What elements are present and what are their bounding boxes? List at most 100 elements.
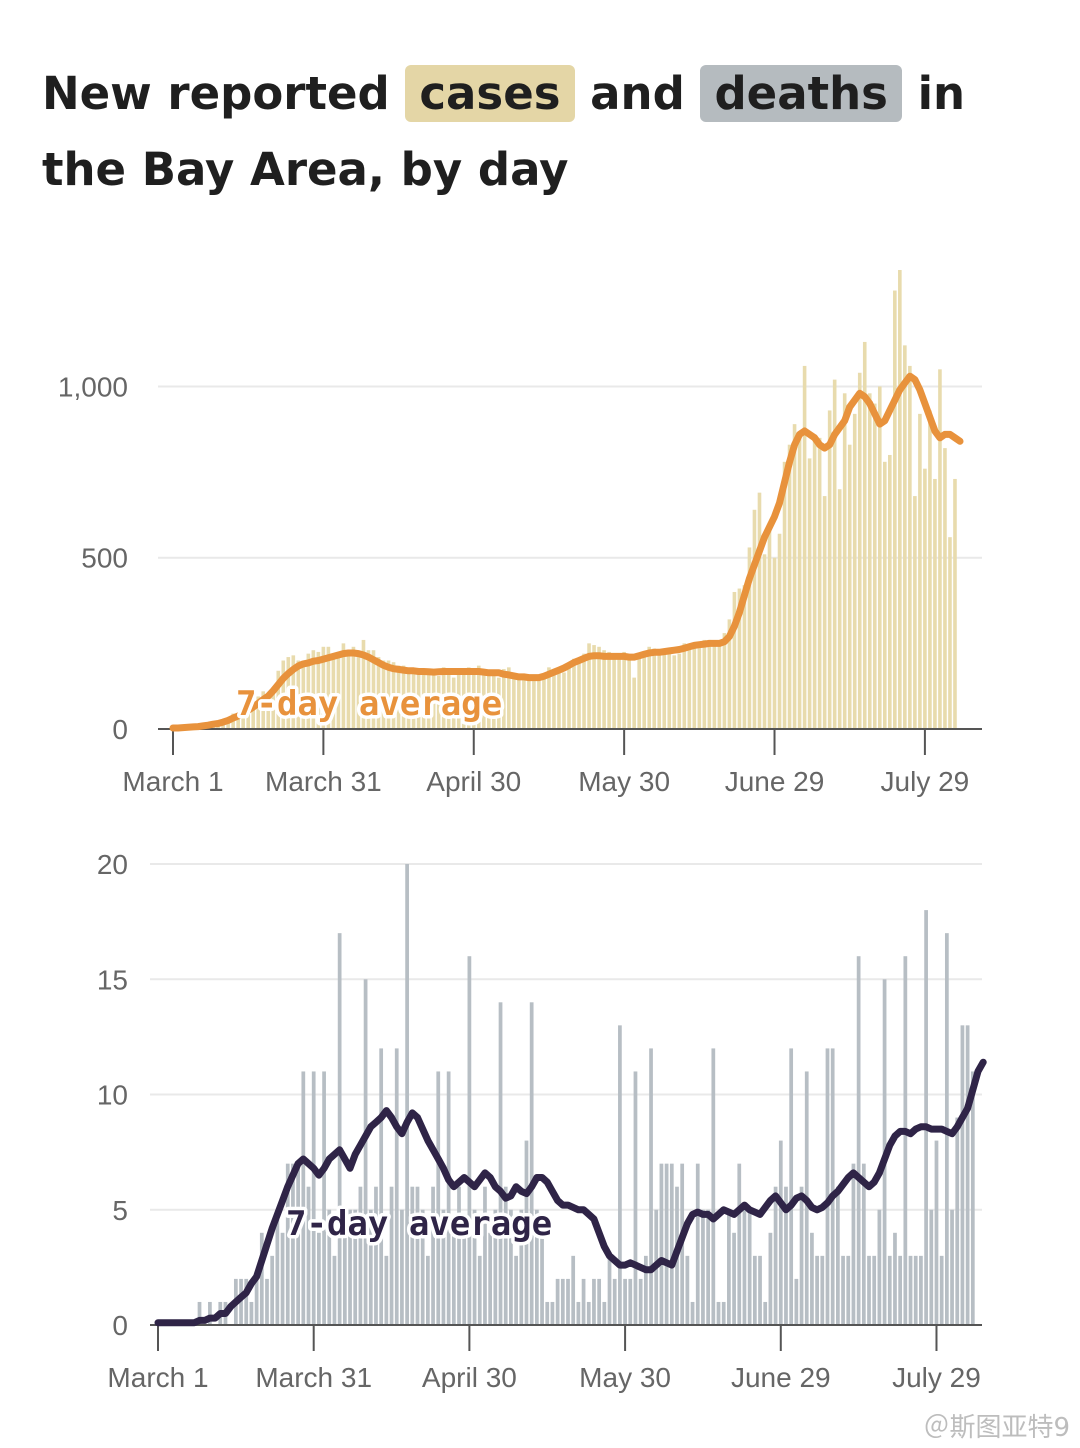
cases-bar <box>486 672 491 729</box>
cases-bar <box>517 675 521 729</box>
cases-bar <box>321 646 326 729</box>
deaths-bar <box>633 1071 638 1325</box>
cases-bar <box>331 653 336 729</box>
deaths-bar <box>426 1255 430 1325</box>
cases-bar <box>787 444 792 729</box>
cases-bar <box>817 437 822 729</box>
cases-bar <box>632 677 636 729</box>
cases-bar <box>492 670 496 729</box>
cases-x-tick-label: May 30 <box>578 766 670 797</box>
cases-bar <box>622 651 626 729</box>
deaths-y-tick-label: 20 <box>97 850 128 880</box>
deaths-bar <box>581 1278 586 1325</box>
deaths-bar <box>799 1186 804 1325</box>
deaths-chart: 0 5 10 15 20 March 1 March 31 April 30 May 30 Jun… <box>97 850 987 1393</box>
deaths-bar <box>836 1186 840 1325</box>
cases-average-label: 7-day average <box>236 684 502 724</box>
cases-bar <box>512 674 516 729</box>
deaths-bar <box>431 1186 435 1325</box>
cases-bar <box>762 554 767 729</box>
deaths-bar <box>436 1071 441 1325</box>
deaths-bar <box>498 1002 503 1325</box>
cases-x-tick-label: March 1 <box>122 766 223 797</box>
deaths-bar <box>514 1255 518 1325</box>
deaths-bar <box>706 1209 710 1325</box>
deaths-bar <box>825 1048 830 1325</box>
cases-bar <box>241 710 245 729</box>
cases-bar <box>862 341 867 729</box>
deaths-bar <box>768 1232 773 1325</box>
cases-bar <box>497 677 501 729</box>
deaths-bar <box>950 1209 954 1325</box>
deaths-x-tick-label: May 30 <box>579 1362 671 1393</box>
cases-bar <box>537 677 541 729</box>
cases-bar <box>276 670 281 729</box>
deaths-bar <box>265 1278 269 1325</box>
cases-bar <box>527 679 531 729</box>
cases-bar <box>852 413 857 729</box>
deaths-bar <box>301 1071 306 1325</box>
cases-bar <box>807 458 812 729</box>
deaths-bar <box>540 1232 544 1325</box>
deaths-bar <box>503 1186 508 1325</box>
deaths-bar <box>384 1255 389 1325</box>
cases-bar <box>366 650 371 729</box>
deaths-bar <box>342 1232 347 1325</box>
cases-bar <box>476 665 481 729</box>
cases-bar <box>286 657 291 729</box>
cases-bar <box>772 557 777 729</box>
deaths-bar <box>794 1278 799 1325</box>
deaths-bar <box>472 1209 477 1325</box>
deaths-bar <box>524 1140 529 1325</box>
cases-bar <box>893 290 897 729</box>
deaths-bar <box>291 1163 295 1325</box>
cases-bar <box>842 393 847 729</box>
deaths-bar <box>410 1186 415 1325</box>
cases-x-tick-label: June 29 <box>725 766 825 797</box>
deaths-bar <box>550 1301 555 1325</box>
cases-bar <box>597 646 601 729</box>
deaths-bar <box>317 1232 321 1325</box>
deaths-x-tick-label: March 31 <box>255 1362 372 1393</box>
cases-bar <box>281 660 286 729</box>
deaths-bar <box>467 956 472 1325</box>
cases-bar <box>737 588 742 729</box>
cases-bar <box>441 667 446 729</box>
deaths-bar <box>348 1209 352 1325</box>
deaths-bar <box>727 1209 731 1325</box>
deaths-bar <box>856 956 861 1325</box>
cases-bar <box>667 650 672 729</box>
deaths-bar <box>893 1232 897 1325</box>
deaths-bar <box>529 1002 534 1325</box>
cases-bar <box>827 410 832 729</box>
deaths-y-tick-label: 5 <box>112 1195 128 1226</box>
deaths-bar <box>280 1232 285 1325</box>
deaths-bar <box>752 1255 757 1325</box>
cases-bar <box>898 270 902 729</box>
deaths-bar <box>560 1278 565 1325</box>
cases-bar <box>867 393 872 729</box>
deaths-bar <box>965 1025 970 1325</box>
cases-bar <box>847 444 852 729</box>
cases-y-tick-label: 500 <box>81 543 128 574</box>
cases-bar <box>532 681 536 729</box>
cases-bar <box>672 655 677 729</box>
cases-bar <box>436 675 441 729</box>
deaths-bar <box>451 1232 456 1325</box>
cases-bar <box>502 669 506 729</box>
deaths-bar <box>254 1278 259 1325</box>
cases-bar <box>356 653 361 729</box>
deaths-bar <box>939 1255 944 1325</box>
deaths-bar <box>913 1255 918 1325</box>
deaths-bar <box>919 1255 923 1325</box>
chart-headline: New reported cases and deaths in the Bay… <box>42 56 1052 208</box>
cases-bar <box>662 653 667 729</box>
deaths-bar <box>758 1255 762 1325</box>
deaths-bar <box>669 1163 674 1325</box>
deaths-bar <box>810 1232 814 1325</box>
cases-bar <box>767 523 772 729</box>
deaths-bar <box>457 1186 461 1325</box>
cases-bar <box>752 509 757 729</box>
cases-bar <box>266 694 271 729</box>
cases-bar <box>306 653 311 729</box>
